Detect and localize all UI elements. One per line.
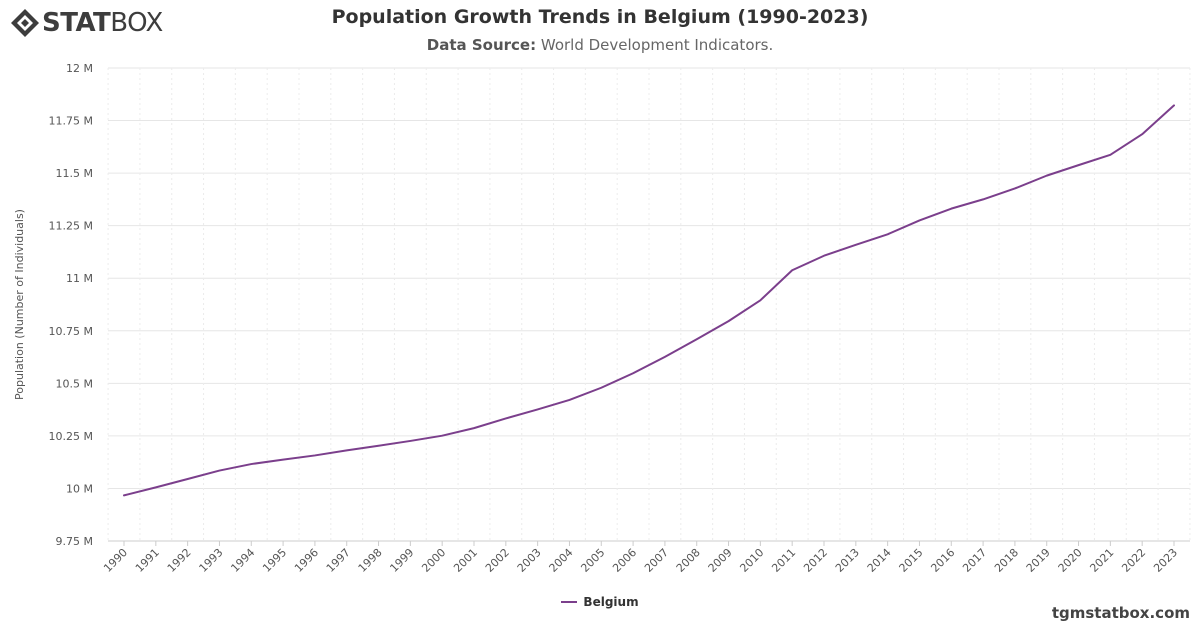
chart-title: Population Growth Trends in Belgium (199… [331,6,869,28]
series-line-belgium [123,104,1175,497]
x-tick-label: 2013 [833,546,862,575]
data-point[interactable] [1171,102,1177,108]
data-point[interactable] [1012,185,1018,191]
data-point[interactable] [1044,173,1050,179]
data-point[interactable] [535,406,541,412]
data-point[interactable] [916,217,922,223]
x-tick-label: 2000 [419,546,448,575]
x-tick-label: 2022 [1119,546,1148,575]
data-point[interactable] [853,242,859,248]
x-tick-label: 1997 [324,546,353,575]
x-tick-label: 2015 [897,546,926,575]
x-tick-label: 2021 [1087,546,1116,575]
data-point[interactable] [1107,152,1113,158]
x-tick-label: 2023 [1151,546,1180,575]
x-tick-label: 1998 [356,546,385,575]
x-tick-label: 2018 [992,546,1021,575]
x-tick-label: 2012 [801,546,830,575]
legend-label: Belgium [583,595,639,609]
axes: 9.75 M 10 M 10.25 M 10.5 M 10.75 M 11 M 11.25 … [13,62,1190,575]
x-tick-label: 2009 [706,546,735,575]
y-tick-label: 10.75 M [49,325,93,338]
data-point[interactable] [598,385,604,391]
y-tick-label: 11.25 M [49,220,93,233]
x-tick-label: 2004 [547,546,576,575]
data-point[interactable] [503,415,509,421]
data-point[interactable] [1139,131,1145,137]
series-layer [121,102,1177,498]
x-tick-label: 2003 [515,546,544,575]
x-tick-label: 2007 [642,546,671,575]
x-tick-label: 1993 [197,546,226,575]
y-tick-label: 9.75 M [56,535,93,548]
data-point[interactable] [185,476,191,482]
data-point[interactable] [694,336,700,342]
x-tick-label: 2011 [769,546,798,575]
data-point[interactable] [980,196,986,202]
data-point[interactable] [407,438,413,444]
x-tick-label: 2010 [737,546,766,575]
data-point[interactable] [153,484,159,490]
data-point[interactable] [885,231,891,237]
data-point[interactable] [630,370,636,376]
x-tick-label: 2017 [960,546,989,575]
statbox-logo-icon [11,9,39,37]
source-value: World Development Indicators. [540,36,774,54]
x-tick-label: 2006 [610,546,639,575]
y-tick-label: 11.75 M [49,115,93,128]
source-label: Data Source: [426,36,537,54]
data-point[interactable] [248,461,254,467]
x-tick-label: 2020 [1056,546,1085,575]
chart-subtitle: Data Source: World Development Indicator… [0,36,1200,54]
x-tick-label: 1999 [387,546,416,575]
data-point[interactable] [216,468,222,474]
x-tick-label: 1991 [133,546,162,575]
data-point[interactable] [1076,162,1082,168]
statbox-logo: STATBOX [10,6,180,40]
y-tick-label: 10.5 M [56,377,93,390]
x-tick-label: 2001 [451,546,480,575]
data-point[interactable] [948,206,954,212]
x-tick-label: 2019 [1024,546,1053,575]
y-tick-label: 10.25 M [49,430,93,443]
x-tick-label: 2002 [483,546,512,575]
data-point[interactable] [376,443,382,449]
x-tick-label: 1996 [292,546,321,575]
y-tick-label: 10 M [66,482,93,495]
x-tick-label: 2014 [865,546,894,575]
x-tick-label: 1995 [260,546,289,575]
x-tick-label: 2008 [674,546,703,575]
y-tick-label: 11.5 M [56,167,93,180]
x-tick-label: 1990 [101,546,130,575]
data-point[interactable] [662,354,668,360]
data-point[interactable] [312,452,318,458]
logo-text: STATBOX [42,8,163,38]
x-tick-label: 2005 [578,546,607,575]
data-point[interactable] [566,397,572,403]
watermark: tgmstatbox.com [1051,604,1190,622]
data-point[interactable] [757,297,763,303]
data-point[interactable] [471,425,477,431]
y-axis-title: Population (Number of Individuals) [13,209,26,400]
data-point[interactable] [280,457,286,463]
x-tick-label: 1992 [165,546,194,575]
y-tick-label: 11 M [66,272,93,285]
y-tick-label: 12 M [66,62,93,75]
data-point[interactable] [821,253,827,259]
data-point[interactable] [344,447,350,453]
legend-swatch [561,601,578,603]
x-tick-label: 1994 [228,546,257,575]
grid [107,67,1191,542]
data-point[interactable] [726,318,732,324]
data-point[interactable] [439,433,445,439]
data-point[interactable] [789,267,795,273]
x-tick-label: 2016 [928,546,957,575]
legend[interactable]: Belgium [0,595,1200,609]
data-point[interactable] [121,492,127,498]
